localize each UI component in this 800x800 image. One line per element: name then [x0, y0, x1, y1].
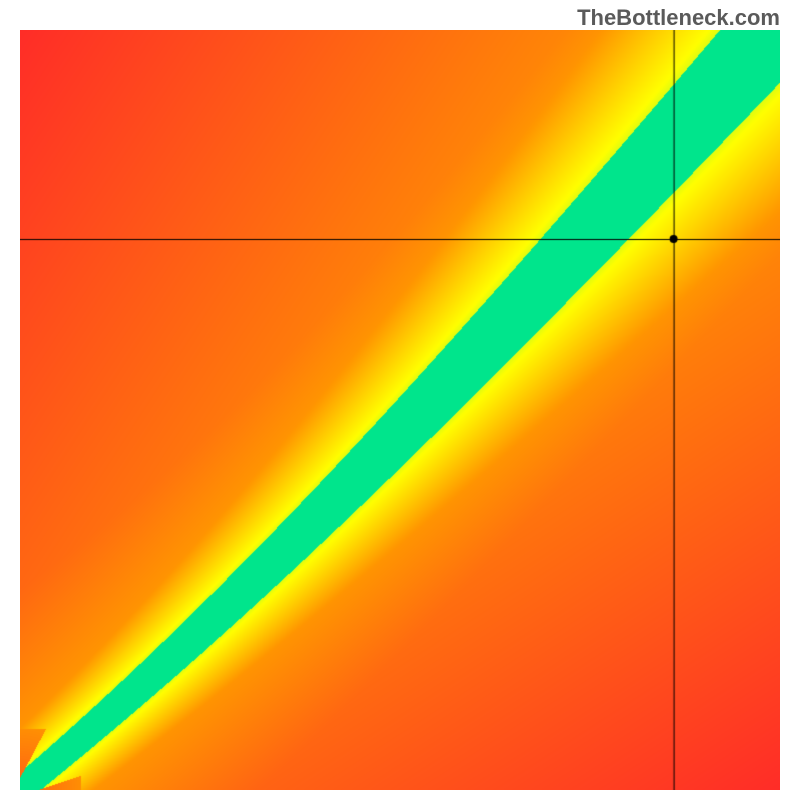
heatmap-plot — [20, 30, 780, 790]
watermark-text: TheBottleneck.com — [577, 5, 780, 31]
heatmap-canvas — [20, 30, 780, 790]
chart-container: TheBottleneck.com — [0, 0, 800, 800]
